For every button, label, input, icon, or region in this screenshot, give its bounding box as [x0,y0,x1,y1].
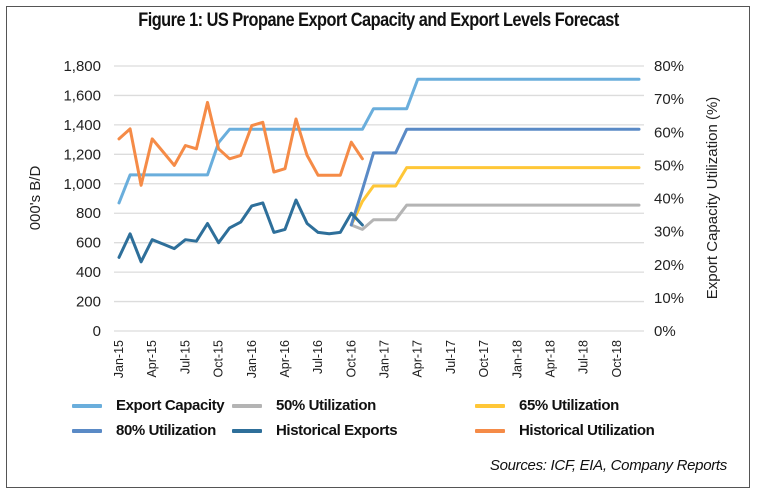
y2-tick-label: 0% [654,323,676,340]
y-tick-label: 600 [76,235,101,252]
series-line-65-utilization [349,166,641,227]
source-note: Sources: ICF, EIA, Company Reports [489,457,727,474]
x-tick-label: Jul-15 [178,340,192,374]
legend-item-historical-utilization: Historical Utilization [475,422,655,439]
y-tick-label: 800 [76,205,101,222]
x-tick-label: Jul-18 [577,340,591,374]
legend-label: 50% Utilization [276,397,376,414]
legend-label: Historical Utilization [519,422,655,439]
y2-tick-label: 60% [654,124,684,141]
y-tick-label: 1,200 [63,146,101,163]
x-tick-label: Oct-16 [344,340,358,378]
legend-item-export-capacity: Export Capacity [72,397,225,414]
figure-frame [6,6,750,488]
series-line-historical-exports [117,198,364,264]
y-axis-label: 000's B/D [27,166,44,231]
x-tick-label: Jan-18 [510,340,524,378]
legend-swatch [72,428,102,433]
legend-item-historical-exports: Historical Exports [232,422,398,439]
x-tick-label: Jan-17 [378,340,392,378]
y2-tick-label: 30% [654,224,684,241]
legend-swatch [475,403,505,408]
y-tick-label: 200 [76,294,101,311]
x-tick-label: Jul-17 [444,340,458,374]
legend-label: 80% Utilization [116,422,216,439]
x-tick-label: Jan-16 [245,340,259,378]
y2-tick-label: 10% [654,290,684,307]
legend-item-50-utilization: 50% Utilization [232,397,376,414]
legend-label: Historical Exports [276,422,398,439]
y-tick-label: 1,000 [63,176,101,193]
x-tick-label: Oct-18 [610,340,624,378]
y2-tick-label: 50% [654,157,684,174]
y2-tick-label: 40% [654,191,684,208]
legend-swatch [232,428,262,433]
x-tick-label: Oct-15 [212,340,226,378]
legend-item-65-utilization: 65% Utilization [475,397,619,414]
x-tick-label: Apr-16 [278,340,292,378]
legend-item-80-utilization: 80% Utilization [72,422,216,439]
legend-swatch [72,403,102,408]
legend-swatch [475,428,505,433]
x-tick-label: Apr-18 [543,340,557,378]
legend-label: 65% Utilization [519,397,619,414]
legend-swatch [232,403,262,408]
y-tick-label: 1,600 [63,87,101,104]
x-tick-label: Apr-17 [411,340,425,378]
series-line-export-capacity [117,77,641,205]
x-tick-label: Jul-16 [311,340,325,374]
series-line-historical-utilization [117,100,364,187]
y2-axis-label: Export Capacity Utilization (%) [704,97,721,300]
chart-title: Figure 1: US Propane Export Capacity and… [138,10,619,31]
x-tick-label: Oct-17 [477,340,491,378]
y-tick-label: 1,400 [63,117,101,134]
y2-tick-label: 70% [654,91,684,108]
y-tick-label: 400 [76,264,101,281]
series-line-50-utilization [349,203,641,231]
series-line-80-utilization [349,127,641,227]
y2-tick-label: 80% [654,58,684,75]
y-tick-label: 0 [93,323,101,340]
y2-tick-label: 20% [654,257,684,274]
y-tick-label: 1,800 [63,58,101,75]
x-tick-label: Apr-15 [145,340,159,378]
legend-label: Export Capacity [116,397,225,414]
x-tick-label: Jan-15 [112,340,126,378]
